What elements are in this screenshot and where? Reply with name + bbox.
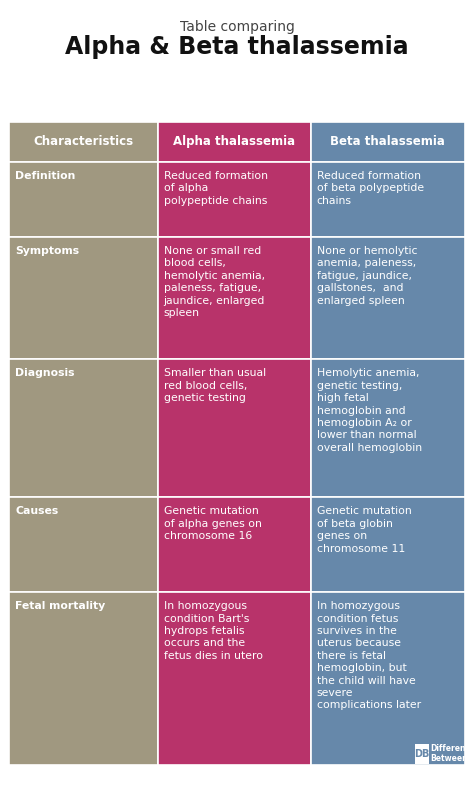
Bar xyxy=(311,592,465,765)
Bar xyxy=(311,122,465,162)
Text: Alpha thalassemia: Alpha thalassemia xyxy=(173,135,296,148)
Bar xyxy=(158,497,311,592)
Text: Fetal mortality: Fetal mortality xyxy=(15,601,105,612)
Text: In homozygous
condition Bart's
hydrops fetalis
occurs and the
fetus dies in uter: In homozygous condition Bart's hydrops f… xyxy=(164,601,263,661)
Text: None or small red
blood cells,
hemolytic anemia,
paleness, fatigue,
jaundice, en: None or small red blood cells, hemolytic… xyxy=(164,246,265,318)
Text: Symptoms: Symptoms xyxy=(15,246,79,256)
Bar xyxy=(311,162,465,236)
Text: None or hemolytic
anemia, paleness,
fatigue, jaundice,
gallstones,  and
enlarged: None or hemolytic anemia, paleness, fati… xyxy=(317,246,418,305)
Bar xyxy=(9,236,158,359)
Bar xyxy=(9,497,158,592)
Text: Characteristics: Characteristics xyxy=(34,135,134,148)
Text: In homozygous
condition fetus
survives in the
uterus because
there is fetal
hemo: In homozygous condition fetus survives i… xyxy=(317,601,421,710)
Bar xyxy=(311,236,465,359)
Text: Alpha & Beta thalassemia: Alpha & Beta thalassemia xyxy=(65,35,409,60)
Bar xyxy=(311,497,465,592)
Bar xyxy=(9,122,158,162)
Bar xyxy=(158,592,311,765)
Text: Reduced formation
of alpha
polypeptide chains: Reduced formation of alpha polypeptide c… xyxy=(164,171,267,206)
Text: Hemolytic anemia,
genetic testing,
high fetal
hemoglobin and
hemoglobin A₂ or
lo: Hemolytic anemia, genetic testing, high … xyxy=(317,368,422,453)
Text: Causes: Causes xyxy=(15,506,58,517)
Text: DB: DB xyxy=(414,749,429,759)
Bar xyxy=(311,359,465,497)
Bar xyxy=(9,359,158,497)
Bar xyxy=(158,359,311,497)
Text: Smaller than usual
red blood cells,
genetic testing: Smaller than usual red blood cells, gene… xyxy=(164,368,265,403)
Text: Genetic mutation
of beta globin
genes on
chromosome 11: Genetic mutation of beta globin genes on… xyxy=(317,506,411,553)
Text: Definition: Definition xyxy=(15,171,75,181)
Text: Beta thalassemia: Beta thalassemia xyxy=(330,135,445,148)
Text: Diagnosis: Diagnosis xyxy=(15,368,75,378)
Bar xyxy=(158,162,311,236)
Text: Difference
Between.net: Difference Between.net xyxy=(430,744,474,764)
Bar xyxy=(158,236,311,359)
Bar xyxy=(158,122,311,162)
Text: Table comparing: Table comparing xyxy=(180,20,294,34)
Bar xyxy=(9,592,158,765)
Text: Genetic mutation
of alpha genes on
chromosome 16: Genetic mutation of alpha genes on chrom… xyxy=(164,506,261,541)
Bar xyxy=(9,162,158,236)
Text: Reduced formation
of beta polypeptide
chains: Reduced formation of beta polypeptide ch… xyxy=(317,171,424,206)
Bar xyxy=(415,743,429,764)
Text: Alpha: Alpha xyxy=(0,784,1,785)
